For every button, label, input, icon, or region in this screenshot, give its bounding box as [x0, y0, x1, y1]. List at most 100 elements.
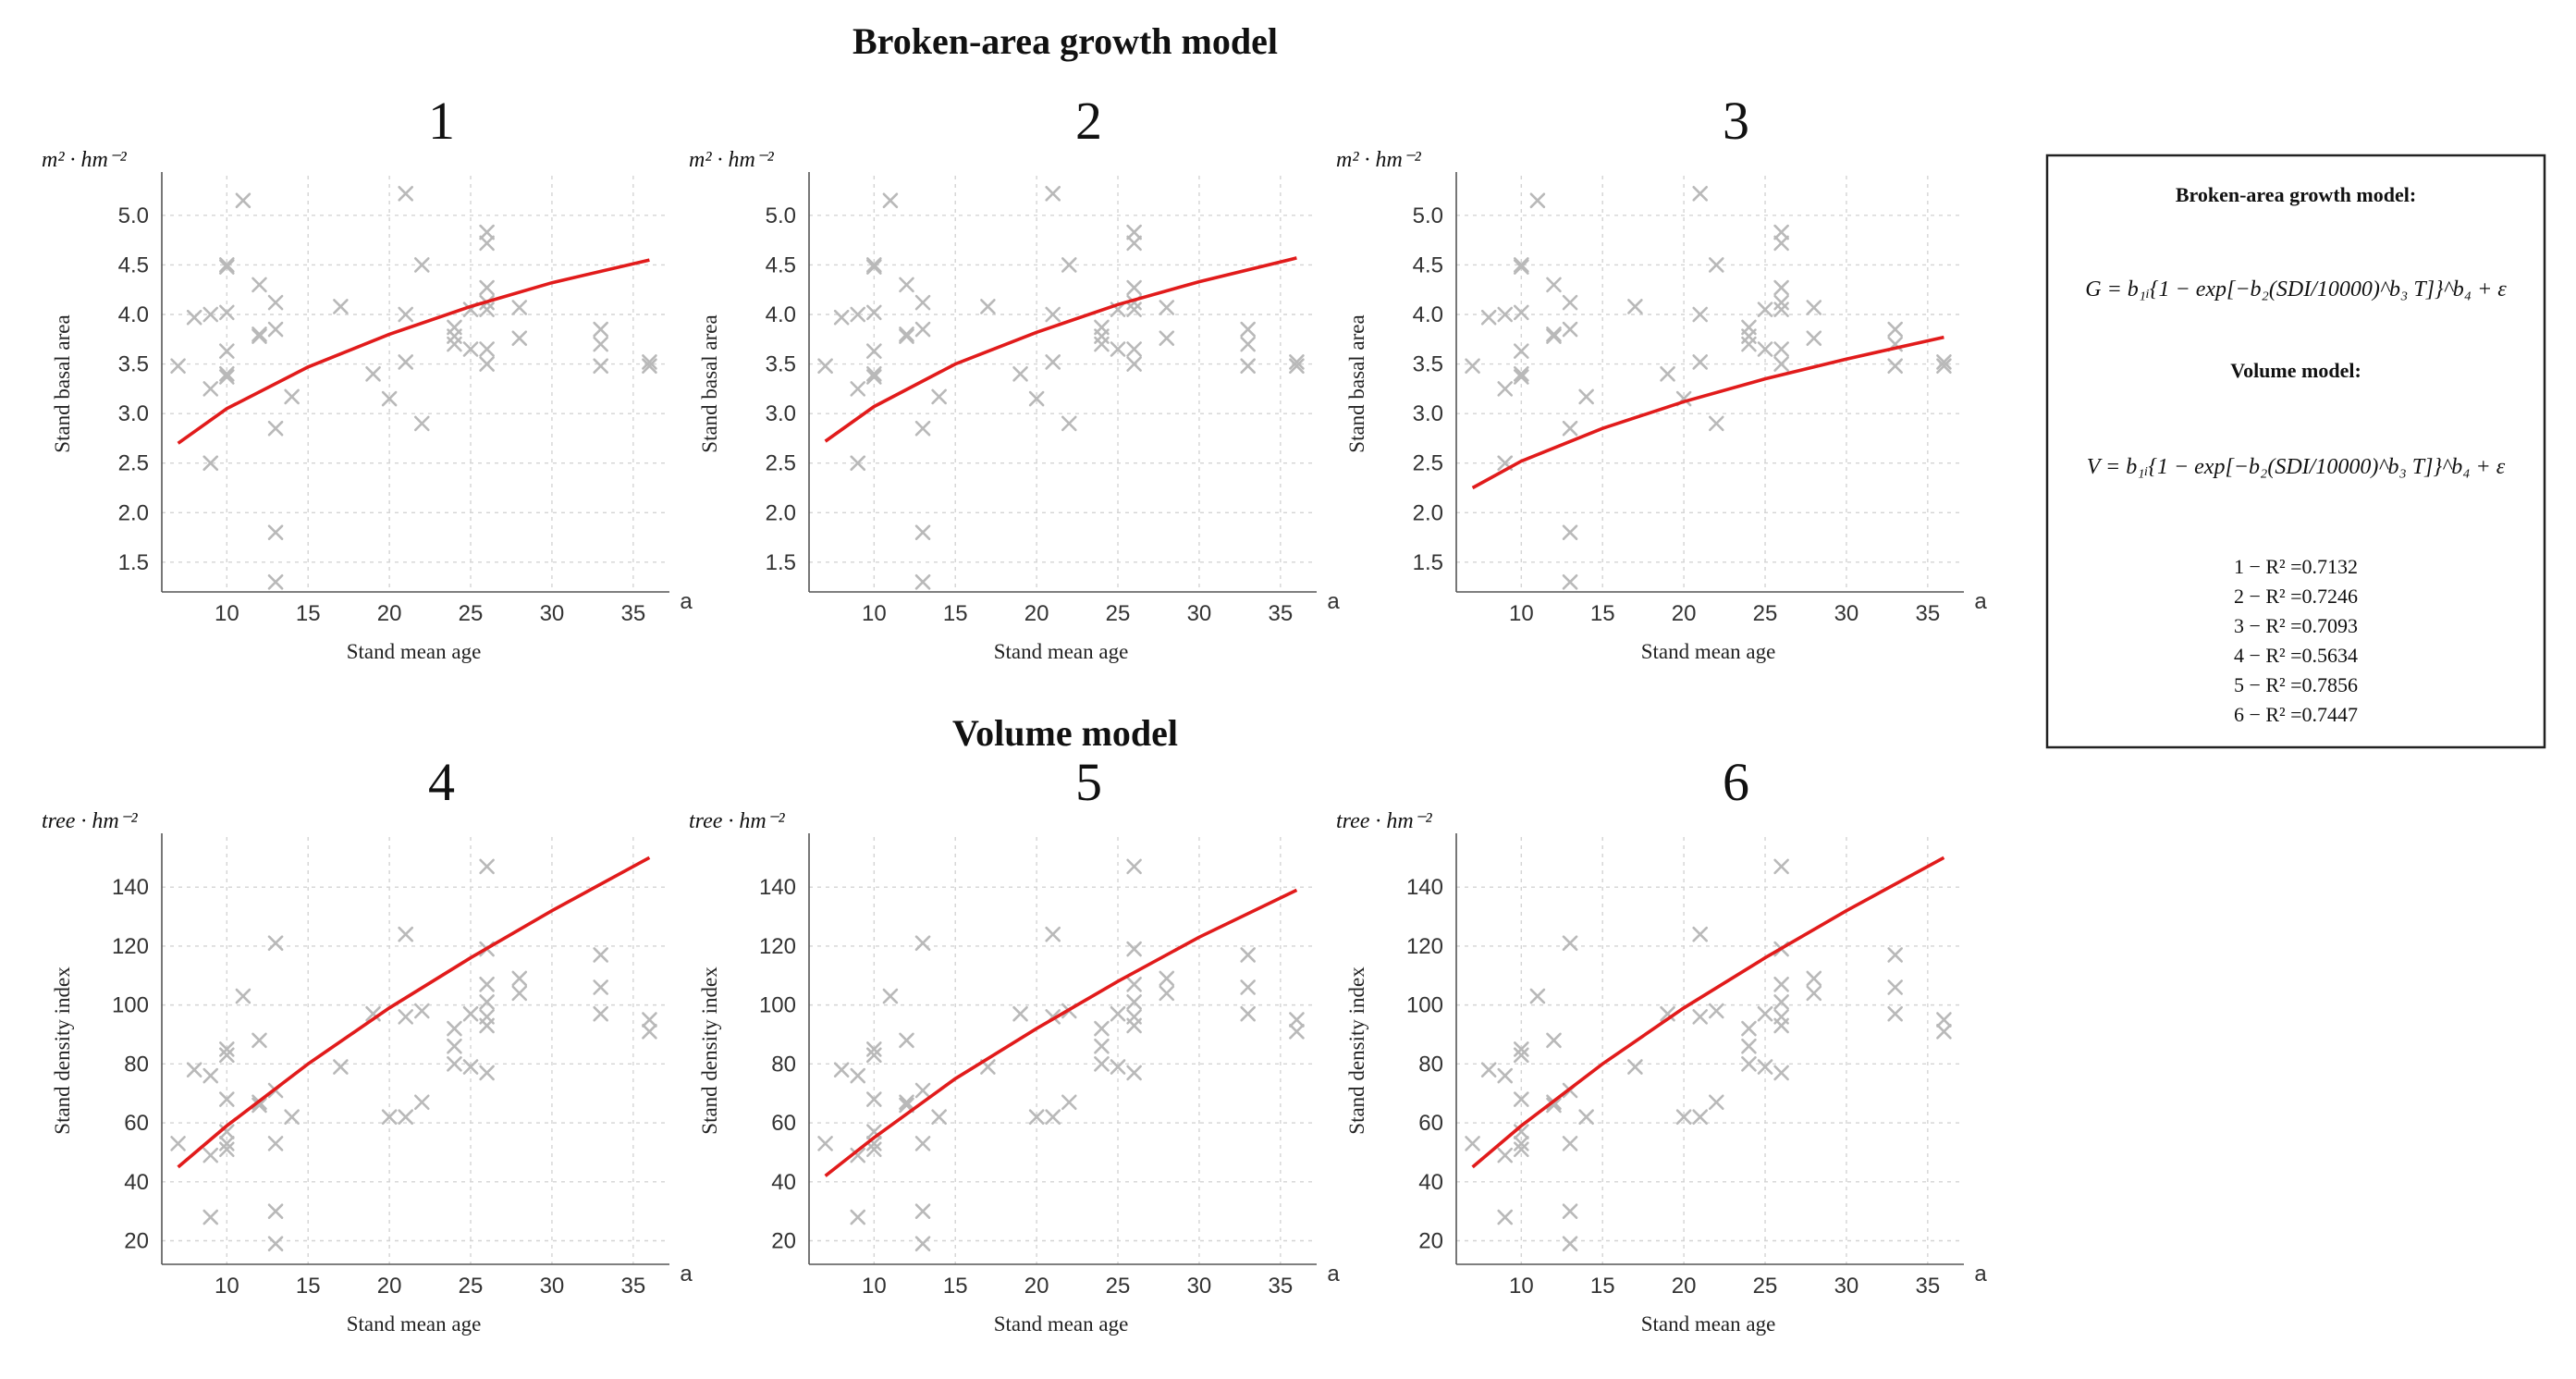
y-tick-label: 4.5: [1413, 252, 1443, 277]
chart-panel-4: 10 15 20 25 30 35 a 20 40 60 80 100 120 140 Stand mean…: [42, 752, 693, 1336]
fitted-curve: [1471, 335, 1944, 490]
volume-model-equation: V = b₁ᵢ{1 − exp[−b₂(SDI/10000)^b₃ T]}^b₄…: [2087, 455, 2506, 479]
y-tick-label: 3.0: [1413, 401, 1443, 426]
data-point: [1887, 321, 1903, 338]
data-point: [219, 343, 235, 359]
data-point: [413, 1003, 430, 1019]
data-point: [398, 1009, 414, 1025]
fitted-curve: [177, 856, 651, 1169]
data-point: [202, 455, 219, 472]
y-tick-label: 2.0: [766, 500, 796, 525]
data-point: [882, 192, 899, 209]
data-point: [850, 306, 866, 323]
data-point: [1514, 365, 1529, 382]
x-unit-label: a: [1974, 1262, 1987, 1287]
y-tick-label: 100: [112, 993, 149, 1018]
data-point: [1110, 1005, 1126, 1022]
data-point: [1936, 354, 1952, 370]
data-point: [642, 358, 657, 375]
x-tick-label: 25: [1753, 1274, 1778, 1299]
data-point: [1126, 1017, 1142, 1034]
x-tick-label: 35: [620, 1274, 645, 1299]
data-point: [1773, 1065, 1789, 1081]
x-tick-label: 15: [943, 601, 968, 626]
chart-panel-5: 10 15 20 25 30 35 a 20 40 60 80 100 120 140 Stand mean…: [689, 752, 1340, 1336]
x-tick-label: 20: [1024, 1274, 1049, 1299]
data-point: [1159, 970, 1175, 987]
y-unit-label: m² · hm⁻²: [42, 148, 128, 172]
data-point: [1028, 1109, 1045, 1125]
data-point: [914, 573, 931, 590]
data-point: [914, 1203, 931, 1219]
data-point: [235, 988, 251, 1004]
data-point: [1126, 356, 1142, 372]
data-point: [866, 259, 882, 275]
data-point: [1741, 1056, 1757, 1072]
data-point: [267, 1203, 284, 1219]
fitted-curve: [177, 258, 650, 445]
data-point: [479, 356, 495, 372]
x-tick-label: 10: [862, 601, 887, 626]
y-tick-label: 40: [771, 1170, 796, 1195]
panel-number: 4: [428, 752, 455, 812]
data-point: [235, 192, 251, 209]
data-point: [882, 988, 899, 1004]
data-point: [866, 365, 882, 382]
y-tick-label: 80: [771, 1052, 796, 1077]
x-tick-label: 35: [1268, 601, 1293, 626]
y-tick-label: 1.5: [766, 550, 796, 575]
data-point: [398, 1109, 414, 1125]
data-point: [866, 304, 882, 321]
growth-model-title: Broken-area growth model:: [2176, 183, 2416, 206]
data-point: [1578, 388, 1594, 405]
data-point: [381, 1109, 398, 1125]
data-point: [219, 1136, 235, 1151]
x-tick-label: 35: [620, 601, 645, 626]
data-point: [170, 1136, 186, 1151]
data-point: [1126, 994, 1142, 1010]
data-point: [1240, 1005, 1256, 1022]
data-point: [1094, 336, 1110, 352]
data-point: [866, 257, 882, 273]
data-point: [186, 309, 202, 326]
data-point: [1562, 573, 1578, 590]
data-point: [1887, 358, 1903, 375]
x-axis-label: Stand mean age: [1641, 640, 1776, 663]
data-point: [1012, 365, 1028, 382]
data-point: [1497, 1067, 1514, 1084]
y-tick-label: 40: [124, 1170, 149, 1195]
data-point: [1514, 259, 1529, 275]
data-point: [1289, 1023, 1305, 1040]
data-point: [1497, 1147, 1514, 1164]
data-point: [251, 1032, 267, 1049]
data-point: [1773, 294, 1789, 311]
data-point: [267, 294, 284, 311]
data-point: [899, 326, 914, 342]
data-point: [817, 358, 833, 375]
data-point: [479, 302, 495, 317]
x-tick-label: 15: [943, 1274, 968, 1299]
y-tick-label: 5.0: [118, 203, 149, 228]
y-tick-label: 140: [759, 875, 796, 900]
y-tick-label: 3.0: [118, 401, 149, 426]
y-tick-label: 40: [1418, 1170, 1443, 1195]
x-tick-label: 25: [1753, 601, 1778, 626]
data-point: [1936, 358, 1952, 375]
y-tick-label: 100: [759, 993, 796, 1018]
data-point: [1562, 420, 1578, 437]
data-point: [219, 1141, 235, 1158]
data-point: [642, 1023, 657, 1040]
data-point: [1159, 300, 1175, 315]
data-point: [642, 1012, 657, 1028]
data-point: [202, 381, 219, 397]
y-tick-label: 120: [1406, 934, 1443, 959]
data-point: [593, 321, 608, 338]
data-point: [202, 306, 219, 323]
x-axis-label: Stand mean age: [347, 1312, 482, 1336]
data-point: [462, 1059, 479, 1075]
x-unit-label: a: [1974, 589, 1987, 614]
x-axis-label: Stand mean age: [994, 640, 1129, 663]
x-tick-label: 10: [215, 1274, 239, 1299]
data-point: [479, 279, 495, 296]
y-tick-label: 2.5: [118, 451, 149, 476]
